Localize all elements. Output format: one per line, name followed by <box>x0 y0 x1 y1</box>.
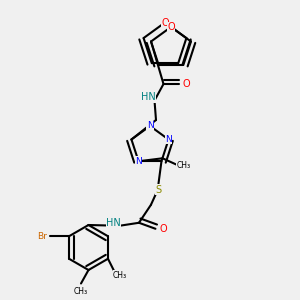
Text: Br: Br <box>37 232 47 241</box>
Text: O: O <box>167 22 175 32</box>
Text: N: N <box>165 135 172 144</box>
Text: CH₃: CH₃ <box>74 286 88 296</box>
Text: O: O <box>161 17 169 28</box>
Text: CH₃: CH₃ <box>113 271 127 280</box>
Text: S: S <box>155 185 161 195</box>
Text: O: O <box>182 79 190 89</box>
Text: HN: HN <box>141 92 156 103</box>
Text: HN: HN <box>106 218 121 228</box>
Text: O: O <box>159 224 167 234</box>
Text: N: N <box>135 157 142 166</box>
Text: CH₃: CH₃ <box>176 161 190 170</box>
Text: N: N <box>147 122 153 130</box>
